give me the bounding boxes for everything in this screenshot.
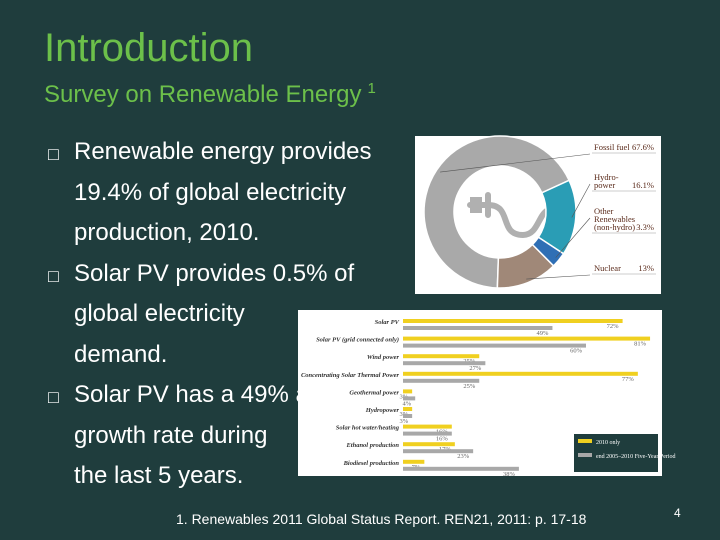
donut-segment — [423, 135, 571, 289]
donut-segment — [496, 243, 555, 289]
leader-line — [571, 183, 591, 218]
bar-value-label: 4% — [403, 400, 412, 407]
bar — [403, 343, 586, 348]
bullet-line: 19.4% of global electricity — [74, 178, 347, 206]
bar-value-label: 23% — [457, 453, 470, 460]
bar-value-label: 77% — [622, 376, 635, 383]
subtitle: Survey on Renewable Energy 1 — [44, 80, 376, 109]
bar — [403, 407, 413, 411]
legend-label: 2010 only — [596, 440, 620, 446]
bullet-line: growth rate during — [74, 421, 268, 449]
category-label: Geothermal power — [349, 389, 399, 396]
bar-value-label: 38% — [503, 471, 516, 478]
page-number: 4 — [674, 506, 681, 520]
leader-line — [555, 217, 591, 258]
category-label: Hydropower — [365, 407, 400, 414]
footnote-ref: 1 — [367, 80, 376, 97]
bar — [403, 326, 553, 330]
bullet-marker: □ — [48, 387, 59, 407]
segment-label: Hydro- — [594, 172, 619, 182]
bullet-marker: □ — [48, 265, 59, 286]
bar-value-label: 72% — [607, 323, 620, 330]
category-label: Ethanol production — [345, 442, 399, 449]
bar — [403, 389, 413, 394]
bar — [403, 414, 413, 418]
bar — [403, 378, 480, 383]
bar — [403, 449, 474, 454]
category-label: Biodiesel production — [343, 460, 400, 467]
leader-line — [440, 153, 591, 173]
bar-value-label: 60% — [570, 348, 583, 355]
category-label: Solar hot water/heating — [336, 425, 400, 432]
bar-value-label: 27% — [469, 365, 482, 372]
segment-label: Nuclear — [594, 263, 621, 273]
legend-swatch — [578, 439, 592, 443]
bullet-marker: □ — [48, 144, 59, 164]
bar — [403, 431, 452, 436]
title: Introduction — [44, 26, 254, 70]
segment-label: power — [594, 180, 615, 190]
segment-label: Renewables — [594, 214, 635, 224]
bar — [403, 319, 623, 323]
bullet: □ Solar PV has a 49% annual growth rate du… — [48, 375, 372, 497]
bullet-line: the last 5 years. — [74, 462, 244, 489]
segment-label: Fossil fuel — [594, 142, 630, 152]
bar-value-label: 16% — [436, 436, 449, 443]
bar — [403, 361, 486, 366]
bar — [403, 424, 452, 429]
legend-label: end 2005–2010 Five-Year Period — [596, 454, 676, 460]
legend-swatch — [578, 453, 592, 457]
bar-value-label: 81% — [634, 341, 647, 348]
bullet-line: Solar PV provides 0.5% of — [74, 259, 355, 287]
bar-value-label: 3% — [399, 418, 408, 425]
bullet-line: Renewable energy provides — [74, 138, 372, 165]
footnote: 1. Renewables 2011 Global Status Report.… — [176, 511, 587, 527]
bar — [403, 336, 651, 341]
segment-label: Other — [594, 206, 614, 216]
segment-value: 16.1% — [632, 180, 654, 190]
segment-label: (non-hydro) — [594, 222, 635, 232]
category-label: Concentrating Solar Thermal Power — [301, 372, 400, 379]
bar — [403, 396, 416, 401]
bar — [403, 459, 425, 464]
bar — [403, 371, 638, 376]
segment-value: 13% — [638, 263, 654, 273]
bullet: □ Solar PV provides 0.5% of global electri… — [48, 254, 372, 376]
bar-value-label: 25% — [463, 383, 476, 390]
bullet-list: □ Renewable energy provides 19.4% of globa… — [48, 132, 372, 497]
subtitle-text: Survey on Renewable Energy — [44, 81, 362, 108]
category-label: Solar PV (grid connected only) — [316, 337, 399, 344]
bar — [403, 442, 455, 447]
bullet: □ Renewable energy provides 19.4% of globa… — [48, 132, 372, 254]
bar-value-label: 49% — [537, 330, 550, 337]
category-label: Wind power — [367, 354, 400, 361]
leader-line — [526, 274, 591, 280]
bullet-line: demand. — [74, 340, 168, 368]
bullet-line: global electricity — [74, 300, 245, 327]
category-label: Solar PV — [375, 319, 400, 326]
bar — [403, 354, 480, 359]
bullet-line: production, 2010. — [74, 219, 260, 246]
segment-value: 3.3% — [636, 222, 654, 232]
segment-value: 67.6% — [632, 142, 654, 152]
bar — [403, 466, 519, 471]
plug-icon — [467, 192, 551, 239]
